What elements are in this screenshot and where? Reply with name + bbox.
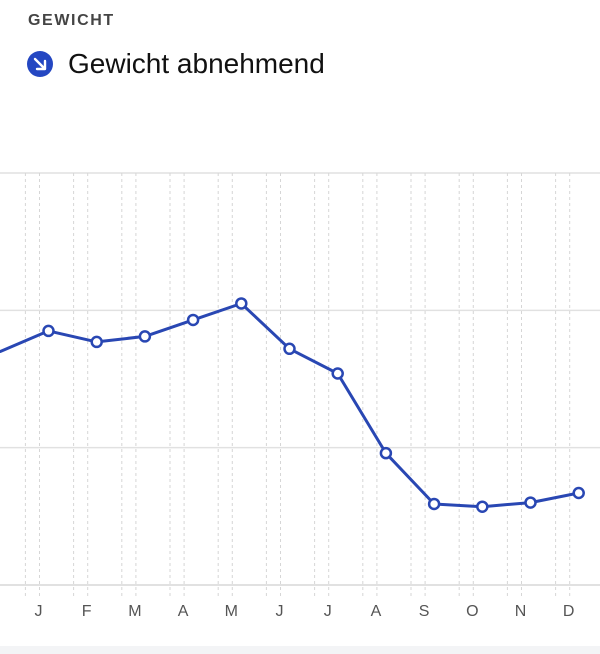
data-point-12	[572, 486, 585, 500]
data-point-6	[283, 342, 296, 356]
data-point-9	[427, 497, 441, 511]
trend-row: Gewicht abnehmend	[26, 48, 325, 80]
month-label-2: F	[82, 603, 92, 620]
bottom-strip	[0, 646, 600, 654]
data-point-3	[138, 330, 152, 343]
data-point-5	[235, 297, 248, 310]
arrow-down-right-icon	[27, 51, 53, 77]
data-point-7	[331, 367, 344, 380]
data-point-10	[476, 500, 489, 513]
data-point-8	[379, 446, 393, 460]
month-label-7: J	[324, 603, 332, 620]
month-label-9: S	[419, 603, 430, 620]
data-point-11	[524, 496, 537, 509]
month-label-12: D	[563, 603, 575, 620]
month-label-3: M	[128, 603, 141, 620]
weight-series-line	[0, 302, 581, 509]
month-label-1: J	[35, 603, 43, 620]
data-point-4	[186, 313, 200, 327]
month-label-4: A	[178, 603, 189, 620]
grid-layer	[0, 172, 600, 597]
month-label-6: J	[276, 603, 284, 620]
points-layer	[42, 297, 585, 513]
month-label-5: M	[225, 603, 238, 620]
month-label-10: O	[466, 603, 478, 620]
section-label: GEWICHT	[28, 12, 115, 29]
data-point-1	[42, 324, 55, 338]
month-label-8: A	[371, 603, 382, 620]
trend-title: Gewicht abnehmend	[68, 48, 325, 79]
line-layer	[0, 302, 581, 509]
month-label-11: N	[515, 603, 527, 620]
data-point-2	[90, 335, 103, 349]
